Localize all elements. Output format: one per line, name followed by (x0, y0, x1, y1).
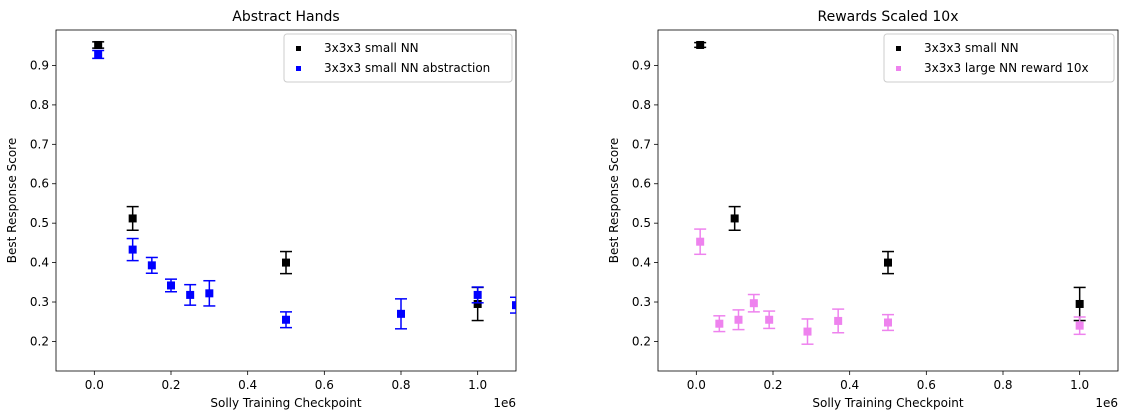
data-point (803, 327, 812, 336)
legend-label: 3x3x3 small NN (924, 41, 1019, 55)
data-point (473, 299, 482, 308)
data-point (282, 258, 290, 267)
chart-panel-2: Rewards Scaled 10x 0.0 0.2 0.4 0.6 0.8 1.0 0.2 0… (607, 9, 1119, 410)
data-point (1075, 321, 1084, 330)
y-tick-label: 0.3 (632, 295, 651, 309)
y-tick-label: 0.5 (632, 216, 651, 230)
y-axis-label: Best Response Score (607, 138, 621, 263)
x-tick-label: 0.2 (763, 378, 782, 392)
data-point (167, 281, 175, 290)
chart-title: Rewards Scaled 10x (818, 9, 959, 25)
data-point (834, 316, 843, 325)
y-tick-label: 0.9 (30, 58, 49, 72)
x-tick-label: 0.6 (315, 378, 334, 392)
data-point (186, 290, 195, 299)
x-offset-label: 1e6 (1095, 396, 1118, 410)
data-point (397, 309, 405, 318)
x-tick-label: 0.2 (161, 378, 180, 392)
x-tick-label: 0.8 (993, 378, 1012, 392)
data-point (128, 245, 137, 254)
y-tick-label: 0.7 (632, 137, 651, 151)
data-point (1075, 299, 1084, 308)
plot-frame (55, 29, 517, 372)
data-point (94, 50, 103, 59)
y-tick-label: 0.9 (632, 58, 651, 72)
data-point (734, 315, 743, 324)
data-point (473, 290, 482, 299)
plot-area (694, 40, 1086, 345)
x-tick-label: 0.4 (840, 378, 859, 392)
y-tick-label: 0.8 (30, 98, 49, 112)
data-point (884, 318, 892, 327)
y-tick-label: 0.3 (30, 295, 49, 309)
data-point (696, 237, 705, 246)
x-axis-label: Solly Training Checkpoint (210, 396, 362, 410)
legend-label: 3x3x3 small NN abstraction (324, 61, 490, 75)
data-point (128, 214, 137, 223)
x-tick-label: 0.4 (238, 378, 257, 392)
y-tick-label: 0.4 (632, 256, 651, 270)
data-point (749, 299, 758, 308)
data-point (512, 301, 516, 310)
y-tick-label: 0.6 (30, 177, 49, 191)
y-tick-label: 0.6 (632, 177, 651, 191)
data-point (147, 261, 156, 270)
plot-area (92, 40, 516, 330)
y-tick-label: 0.2 (30, 334, 49, 348)
y-axis-label: Best Response Score (5, 138, 19, 263)
data-point (715, 319, 724, 328)
legend: 3x3x3 small NN 3x3x3 small NN abstraction (283, 33, 513, 83)
legend-label: 3x3x3 small NN (324, 41, 419, 55)
legend-marker (296, 66, 301, 71)
series-2 (92, 49, 516, 330)
x-tick-label: 0.0 (687, 378, 706, 392)
plot-frame (657, 29, 1119, 372)
series-1 (694, 40, 1086, 322)
data-point (730, 214, 739, 223)
y-tick-label: 0.8 (632, 98, 651, 112)
data-point (94, 40, 103, 49)
legend-label: 3x3x3 large NN reward 10x (924, 61, 1089, 75)
data-point (884, 258, 892, 267)
x-tick-label: 1.0 (468, 378, 487, 392)
x-tick-label: 0.0 (85, 378, 104, 392)
legend-box (883, 33, 1115, 83)
y-tick-label: 0.2 (632, 334, 651, 348)
chart-title: Abstract Hands (232, 9, 339, 25)
chart-panel-1: Abstract Hands 0.0 0.2 0.4 0.6 0.8 1.0 0.2 0.3 0.… (5, 9, 517, 410)
series-2 (694, 228, 1086, 345)
x-tick-label: 0.6 (917, 378, 936, 392)
legend-marker (896, 66, 901, 71)
data-point (282, 315, 290, 324)
legend: 3x3x3 small NN 3x3x3 large NN reward 10x (883, 33, 1115, 83)
data-point (205, 289, 214, 298)
y-tick-label: 0.7 (30, 137, 49, 151)
data-point (696, 40, 705, 49)
x-axis-label: Solly Training Checkpoint (812, 396, 964, 410)
legend-marker (296, 46, 301, 51)
x-offset-label: 1e6 (493, 396, 516, 410)
x-tick-label: 1.0 (1070, 378, 1089, 392)
legend-marker (896, 46, 901, 51)
data-point (765, 315, 774, 324)
x-tick-label: 0.8 (391, 378, 410, 392)
series-1 (92, 40, 484, 322)
y-tick-label: 0.5 (30, 216, 49, 230)
legend-box (283, 33, 513, 83)
y-tick-label: 0.4 (30, 256, 49, 270)
